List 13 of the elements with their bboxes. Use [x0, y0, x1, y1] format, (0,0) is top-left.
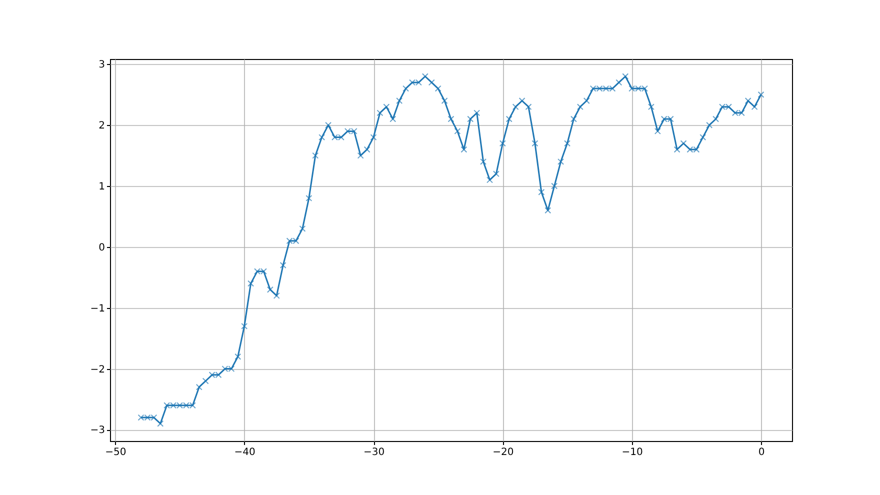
x-tick-label: −40: [234, 447, 256, 458]
x-tick-label: 0: [758, 447, 765, 458]
x-tick-label: −20: [492, 447, 514, 458]
y-tick-label: 1: [98, 182, 105, 193]
y-tick-label: 0: [98, 242, 105, 254]
y-tick-label: −1: [90, 303, 105, 314]
y-tick-label: 3: [98, 60, 105, 71]
x-tick-label: −50: [105, 447, 126, 458]
x-tick-label: −30: [363, 447, 385, 458]
y-tick-label: −3: [90, 425, 105, 436]
y-tick-label: 2: [98, 120, 105, 132]
y-tick-label: −2: [90, 364, 105, 376]
x-tick-label: −10: [622, 447, 643, 458]
